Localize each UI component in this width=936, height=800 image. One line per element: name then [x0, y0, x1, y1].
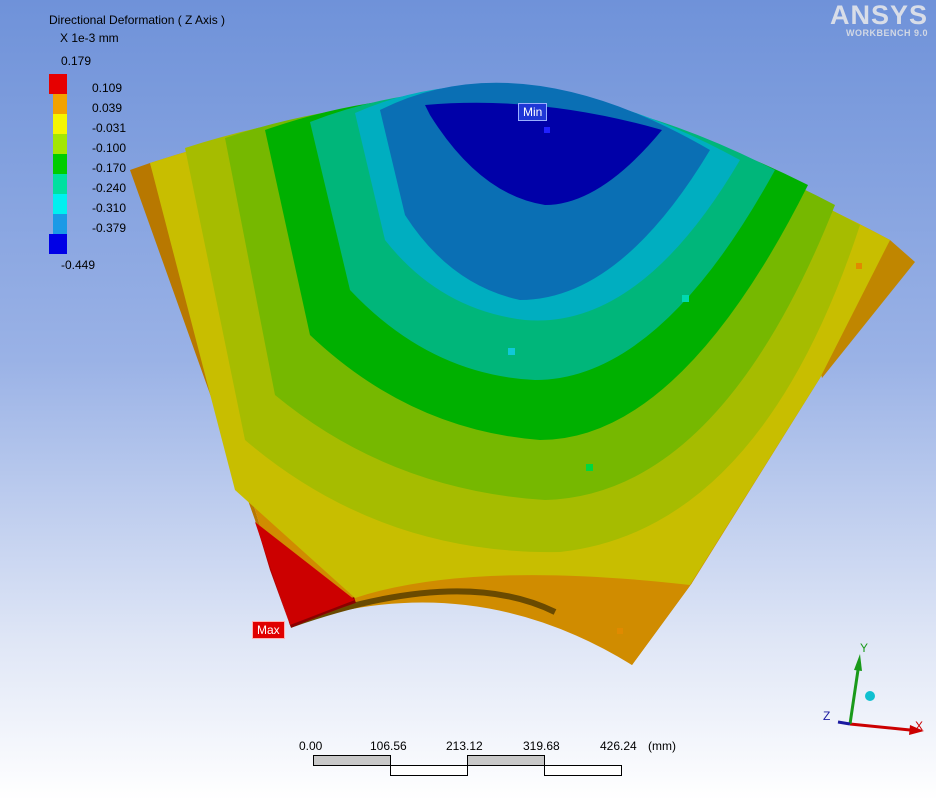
triad-y-label: Y	[860, 641, 868, 655]
logo-text: ANSYS	[829, 0, 928, 30]
scale-tick-3: 319.68	[523, 739, 560, 753]
legend-color-scale	[49, 74, 67, 254]
band-red	[255, 522, 355, 625]
probe-marker[interactable]	[856, 263, 862, 269]
scale-unit: (mm)	[648, 739, 676, 753]
legend-band	[53, 114, 67, 134]
logo-subtext: WORKBENCH 9.0	[845, 28, 928, 38]
band-dark-blue	[425, 102, 662, 205]
legend-units: X 1e-3 mm	[60, 31, 119, 45]
legend-band	[53, 174, 67, 194]
legend-band	[49, 74, 67, 94]
legend-band	[53, 134, 67, 154]
legend-band-label: -0.310	[92, 201, 127, 215]
max-probe-label[interactable]: Max	[252, 621, 285, 639]
probe-marker[interactable]	[544, 127, 550, 133]
triad-x-label: X	[915, 719, 923, 733]
scale-tick-4: 426.24	[600, 739, 637, 753]
model-left-face	[130, 163, 290, 625]
legend-band	[53, 94, 67, 114]
legend-band	[53, 194, 67, 214]
legend-band	[49, 234, 67, 254]
probe-marker[interactable]	[508, 348, 515, 355]
legend-band	[53, 154, 67, 174]
triad-z-label: Z	[823, 709, 830, 723]
legend-band-label: 0.109	[92, 81, 123, 95]
scale-tick-0: 0.00	[299, 739, 323, 753]
probe-marker[interactable]	[586, 464, 593, 471]
model-inner-arc	[289, 588, 557, 628]
legend-band	[53, 214, 67, 234]
legend-max-value: 0.179	[61, 54, 92, 68]
legend-color-bar	[49, 74, 77, 254]
legend-band-label: -0.379	[92, 221, 127, 235]
min-probe-label[interactable]: Min	[518, 103, 548, 121]
ansys-logo: ANSYS WORKBENCH 9.0	[829, 0, 928, 39]
legend-band-label: -0.170	[92, 161, 127, 175]
legend-band-label: -0.240	[92, 181, 127, 195]
axis-triad: X Y Z	[823, 641, 924, 735]
probe-marker[interactable]	[682, 295, 689, 302]
model-right-face	[820, 240, 915, 378]
legend-band-label: -0.100	[92, 141, 127, 155]
scale-tick-1: 106.56	[370, 739, 407, 753]
legend-min-value: -0.449	[61, 258, 96, 272]
legend-band-label: 0.039	[92, 101, 123, 115]
legend-title: Directional Deformation ( Z Axis )	[49, 13, 226, 27]
scale-tick-2: 213.12	[446, 739, 483, 753]
legend-band-label: -0.031	[92, 121, 127, 135]
scale-ruler	[313, 755, 622, 776]
probe-marker[interactable]	[617, 628, 623, 634]
